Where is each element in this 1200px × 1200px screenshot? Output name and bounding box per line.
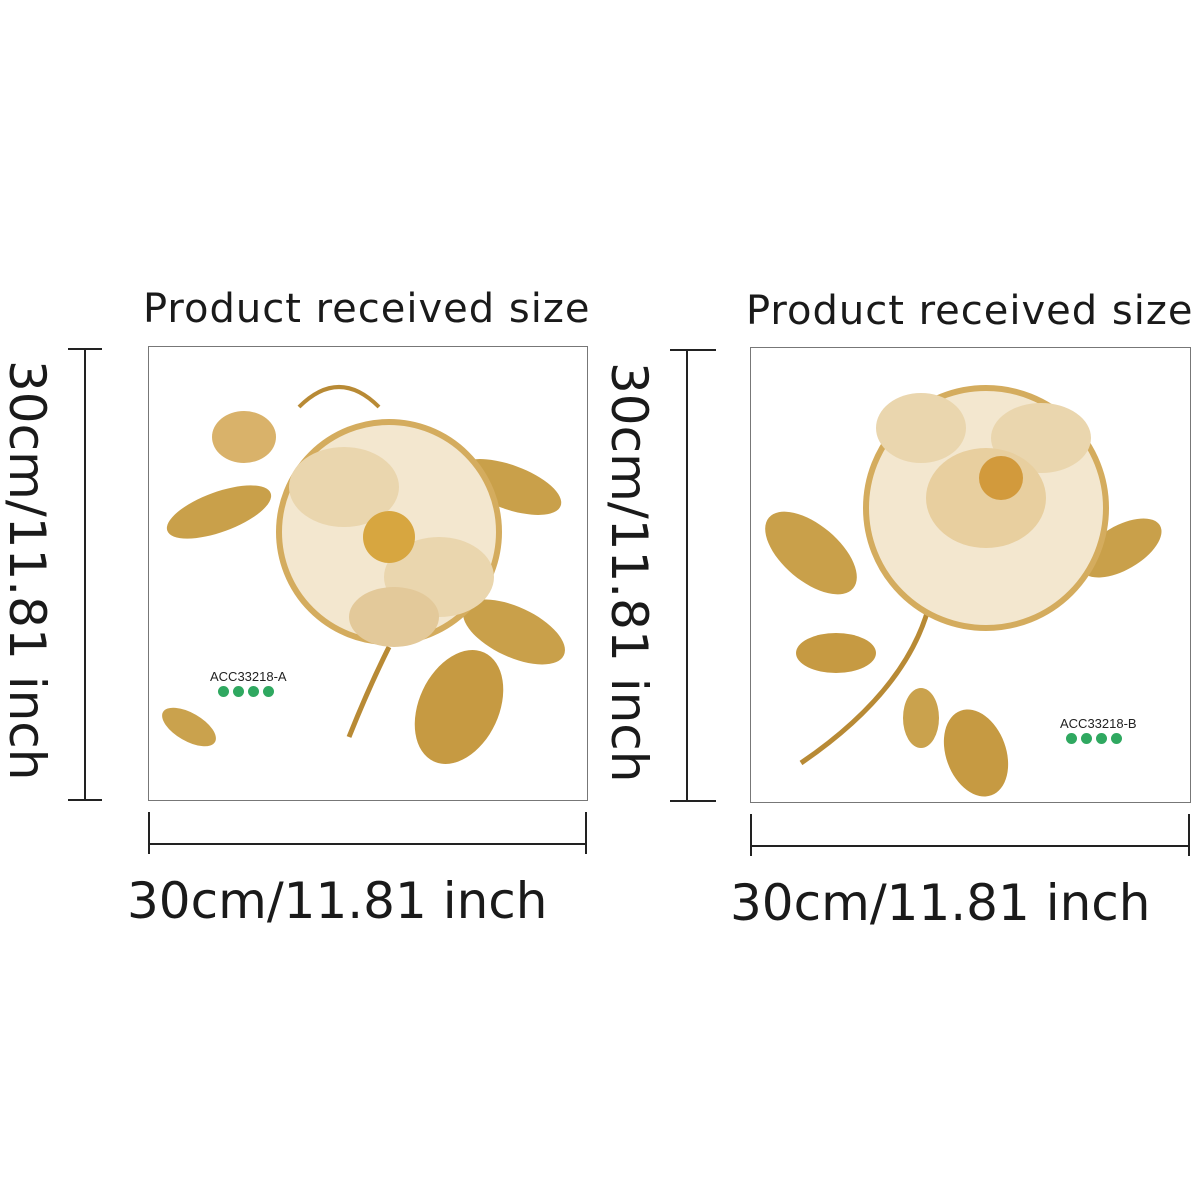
tick: [1188, 814, 1190, 856]
gold-flower-b-illustration: [765, 385, 1162, 797]
tick: [68, 348, 102, 350]
panel-b-width-label: 30cm/11.81 inch: [730, 874, 1151, 932]
tick: [750, 814, 752, 856]
panel-b-cert-badges: [1066, 733, 1122, 744]
tick: [670, 800, 716, 802]
panel-a-width-label: 30cm/11.81 inch: [127, 872, 548, 930]
panel-a-height-arrow: [84, 348, 86, 800]
shield-badge-icon: [218, 686, 229, 697]
panel-a-width-arrow: [150, 843, 585, 845]
tick: [148, 812, 150, 854]
panel-b-height-arrow: [686, 349, 688, 801]
panel-a-title: Product received size: [143, 286, 591, 332]
shield-badge-icon: [1066, 733, 1077, 744]
panel-b-height-label: 30cm/11.81 inch: [600, 362, 658, 783]
panel-b-width-arrow: [752, 845, 1188, 847]
cert-badge-icon: [1096, 733, 1107, 744]
panel-b-product-code: ACC33218-B: [1060, 716, 1137, 731]
panel-a-height-label: 30cm/11.81 inch: [0, 360, 56, 781]
panel-a-product-code: ACC33218-A: [210, 669, 287, 684]
gold-flower-a-illustration: [162, 385, 565, 764]
panel-b-sticker: [750, 347, 1191, 803]
pvc-badge-icon: [1081, 733, 1092, 744]
pvc-badge-icon: [233, 686, 244, 697]
circle-badge-icon: [1111, 733, 1122, 744]
tick: [670, 349, 716, 351]
cert-badge-icon: [248, 686, 259, 697]
tick: [585, 812, 587, 854]
panel-a-sticker: [148, 346, 588, 801]
panel-a-cert-badges: [218, 686, 274, 697]
panel-b-title: Product received size: [746, 288, 1194, 334]
tick: [68, 799, 102, 801]
circle-badge-icon: [263, 686, 274, 697]
